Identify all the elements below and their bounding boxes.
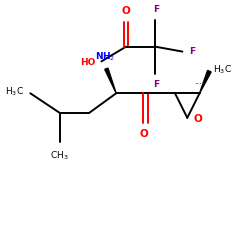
Text: H$_3$C: H$_3$C: [5, 86, 24, 98]
Text: O: O: [140, 129, 149, 139]
Text: F: F: [189, 47, 196, 56]
Text: O: O: [194, 114, 202, 124]
Polygon shape: [105, 68, 116, 93]
Text: F: F: [154, 4, 160, 14]
Text: F: F: [154, 80, 160, 89]
Polygon shape: [200, 70, 211, 93]
Text: CH$_3$: CH$_3$: [50, 150, 69, 162]
Text: NH$_2$: NH$_2$: [95, 50, 115, 62]
Text: ···: ···: [194, 80, 202, 89]
Text: H$_3$C: H$_3$C: [213, 64, 232, 76]
Text: O: O: [122, 6, 130, 16]
Text: HO: HO: [80, 58, 95, 67]
